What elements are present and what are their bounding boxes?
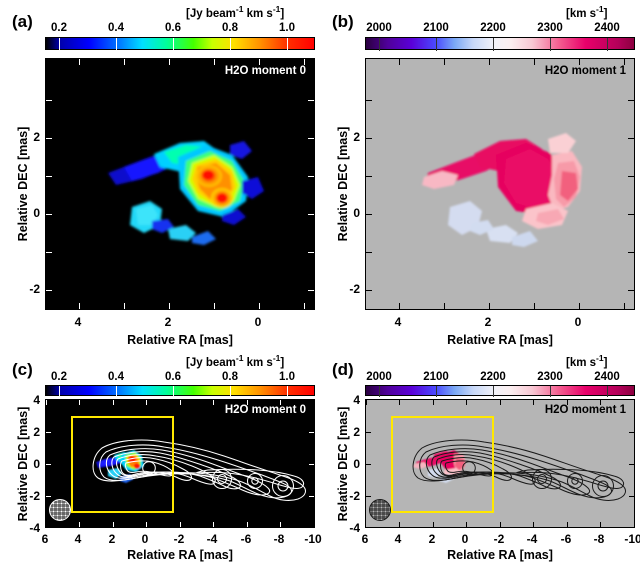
- panel-b-annotation: H2O moment 1: [544, 65, 626, 77]
- panel-a-annotation: H2O moment 0: [224, 65, 306, 77]
- panel-d-ytick-3: -2: [349, 489, 360, 503]
- panel-d-ytick-1: 2: [353, 425, 360, 439]
- panel-b-cb-tick-4: 2400: [594, 22, 620, 34]
- panel-a-xtick-0: 4: [74, 315, 82, 329]
- panel-d: (d) [km s-1] 2000 2100 2200 2300 2400: [320, 352, 640, 566]
- panel-d-plot: H2O moment 1: [365, 399, 635, 528]
- panel-c-xtick-8: -10: [304, 532, 322, 546]
- panel-c-ytick-1: 2: [33, 425, 40, 439]
- panel-a-plot: H2O moment 0: [45, 58, 315, 310]
- panel-d-ytick-2: 0: [353, 457, 360, 471]
- panel-d-cb-tick-1: 2100: [423, 371, 449, 383]
- panel-a-cb-tick-1: 0.4: [108, 22, 124, 34]
- panel-b-ytick-1: 0: [353, 206, 360, 220]
- panel-c-xtick-4: -2: [173, 532, 185, 546]
- panel-c: (c) [Jy beam-1 km s-1] 0.2 0.4 0.6 0.8 1…: [0, 352, 322, 566]
- panel-c-ytick-4: -4: [29, 521, 40, 535]
- panel-c-xaxis-title: Relative RA [mas]: [127, 548, 233, 562]
- panel-c-annotation: H2O moment 0: [224, 404, 306, 416]
- panel-c-ytick-3: -2: [29, 489, 40, 503]
- panel-c-cb-tick-1: 0.4: [108, 371, 124, 383]
- panel-b-image: [366, 59, 634, 309]
- panel-b-ytick-2: -2: [349, 282, 360, 296]
- panel-d-inset-box: [391, 416, 494, 513]
- panel-c-xtick-2: 2: [108, 532, 116, 546]
- panel-a-yaxis-title: Relative DEC [mas]: [16, 126, 30, 242]
- panel-a-colorbar: [45, 37, 315, 51]
- panel-d-image: [366, 400, 634, 527]
- panel-a-image: [46, 59, 314, 309]
- panel-a-xtick-2: 0: [254, 315, 262, 329]
- panel-d-xtick-0: 6: [361, 532, 369, 546]
- panel-b-yaxis-title: Relative DEC [mas]: [336, 126, 350, 242]
- panel-d-xtick-6: -6: [560, 532, 572, 546]
- panel-c-yaxis-title: Relative DEC [mas]: [16, 406, 30, 522]
- panel-b-cb-tick-2: 2200: [480, 22, 506, 34]
- panel-c-label: (c): [12, 360, 33, 379]
- panel-d-yaxis-title: Relative DEC [mas]: [336, 406, 350, 522]
- panel-b-label: (b): [332, 12, 354, 31]
- panel-d-xtick-3: 0: [461, 532, 469, 546]
- panel-b-xtick-1: 2: [484, 315, 492, 329]
- panel-d-cb-tick-4: 2400: [594, 371, 620, 383]
- panel-b-xtick-0: 4: [394, 315, 402, 329]
- panel-b-colorbar-unit: [km s-1]: [566, 4, 608, 20]
- panel-a-label: (a): [12, 12, 33, 31]
- panel-c-image: [46, 400, 314, 527]
- panel-d-cb-tick-3: 2300: [537, 371, 563, 383]
- panel-b-ytick-0: 2: [353, 130, 360, 144]
- panel-c-xtick-5: -4: [206, 532, 218, 546]
- panel-d-colorbar: [365, 385, 635, 397]
- panel-d-xtick-7: -8: [593, 532, 605, 546]
- panel-d-xtick-2: 2: [428, 532, 436, 546]
- panel-a-colorbar-unit: [Jy beam-1 km s-1]: [186, 4, 285, 20]
- panel-d-xaxis-title: Relative RA [mas]: [447, 548, 553, 562]
- panel-a-cb-tick-2: 0.6: [165, 22, 181, 34]
- panel-a-xaxis-title: Relative RA [mas]: [127, 333, 233, 347]
- panel-c-cb-tick-4: 1.0: [279, 371, 295, 383]
- panel-a-ytick-0: 2: [33, 130, 40, 144]
- panel-d-label: (d): [332, 360, 354, 379]
- panel-d-xtick-4: -2: [493, 532, 505, 546]
- panel-b-colorbar: [365, 37, 635, 51]
- panel-b-cb-tick-3: 2300: [537, 22, 563, 34]
- panel-b-xtick-2: 0: [574, 315, 582, 329]
- panel-a-xtick-1: 2: [164, 315, 172, 329]
- panel-a-cb-tick-4: 1.0: [279, 22, 295, 34]
- panel-b-cb-tick-1: 2100: [423, 22, 449, 34]
- panel-c-cb-tick-2: 0.6: [165, 371, 181, 383]
- panel-b-cb-tick-0: 2000: [366, 22, 392, 34]
- panel-c-cb-tick-0: 0.2: [51, 371, 67, 383]
- panel-c-xtick-0: 6: [41, 532, 49, 546]
- panel-c-xtick-1: 4: [74, 532, 82, 546]
- panel-b: (b) [km s-1] 2000 2100 2200 2300 2400: [320, 0, 640, 352]
- panel-a-ytick-1: 0: [33, 206, 40, 220]
- panel-d-ytick-4: -4: [349, 521, 360, 535]
- panel-d-cb-tick-2: 2200: [480, 371, 506, 383]
- panel-d-xtick-1: 4: [394, 532, 402, 546]
- panel-d-xtick-5: -4: [526, 532, 538, 546]
- panel-d-ytick-0: 4: [353, 393, 360, 407]
- panel-a-cb-tick-3: 0.8: [222, 22, 238, 34]
- panel-a: (a) [Jy beam-1 km s-1] 0.2 0.4 0.6 0.8 1…: [0, 0, 320, 352]
- panel-b-xaxis-title: Relative RA [mas]: [447, 333, 553, 347]
- panel-a-cb-tick-0: 0.2: [51, 22, 67, 34]
- panel-c-colorbar-unit: [Jy beam-1 km s-1]: [186, 353, 285, 369]
- panel-c-xtick-6: -6: [240, 532, 252, 546]
- panel-d-xtick-8: -10: [624, 532, 640, 546]
- panel-d-colorbar-unit: [km s-1]: [566, 353, 608, 369]
- panel-c-xtick-3: 0: [141, 532, 149, 546]
- panel-a-ytick-2: -2: [29, 282, 40, 296]
- panel-c-inset-box: [71, 416, 174, 513]
- panel-c-cb-tick-3: 0.8: [222, 371, 238, 383]
- panel-c-ytick-2: 0: [33, 457, 40, 471]
- panel-c-xtick-7: -8: [273, 532, 285, 546]
- panel-d-annotation: H2O moment 1: [544, 404, 626, 416]
- panel-d-cb-tick-0: 2000: [366, 371, 392, 383]
- panel-b-plot: H2O moment 1: [365, 58, 635, 310]
- panel-c-ytick-0: 4: [33, 393, 40, 407]
- panel-c-colorbar: [45, 385, 315, 397]
- panel-c-plot: H2O moment 0: [45, 399, 315, 528]
